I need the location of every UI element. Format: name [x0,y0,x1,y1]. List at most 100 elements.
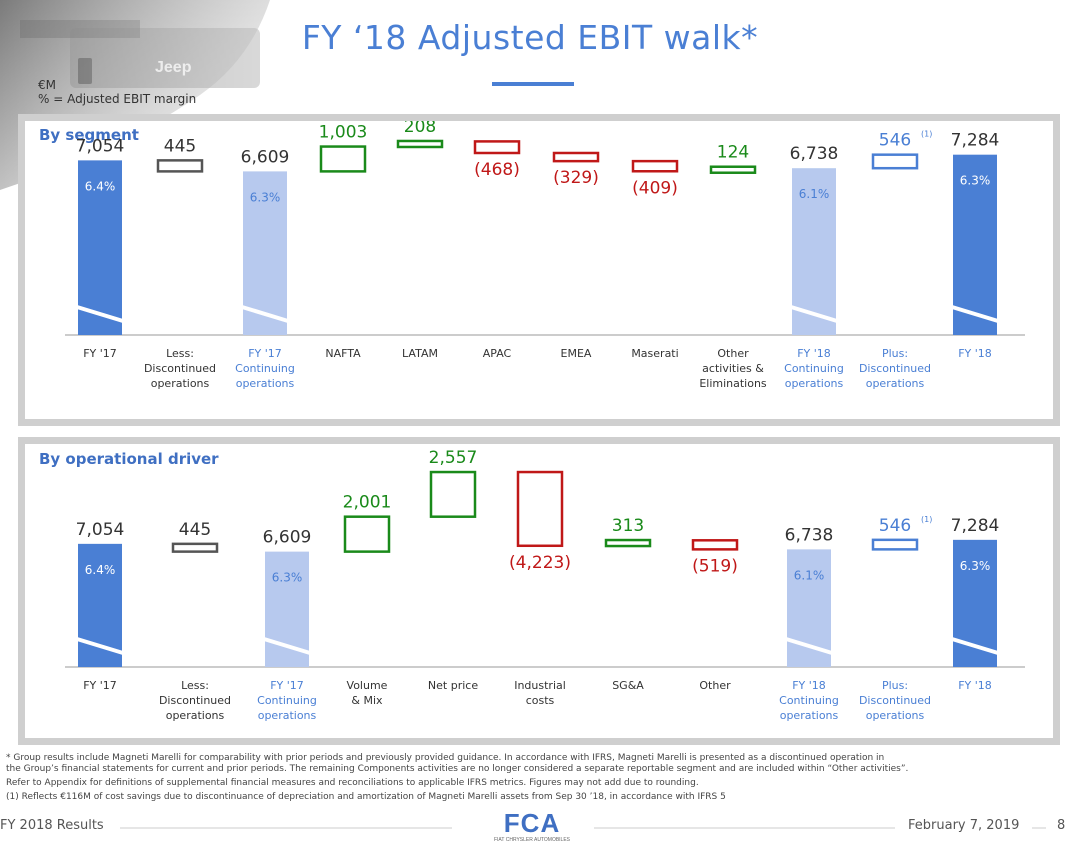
margin-label-fy-17: 6.4% [85,563,116,577]
delta-bar-latam [396,139,444,149]
tick-label-other-activities-eliminations: Other activities & Eliminations [699,347,767,390]
axis-break-fy-18-continuing-operations [790,305,838,323]
value-label-less-discontinued-operations: 445 [164,136,196,156]
tick-label-fy-18: FY '18 [958,679,992,692]
value-label-fy-18: 7,284 [951,516,1000,536]
value-label-fy-18-continuing-operations: 6,738 [790,144,839,164]
delta-bar-less-discontinued-operations [171,542,219,553]
tick-label-fy-18: FY '18 [958,347,992,360]
value-label-plus-discontinued-operations: 546 [879,516,911,536]
axis-break-fy-17 [76,305,124,323]
margin-label-fy-17-continuing-operations: 6.3% [272,571,303,585]
footnote-1: (1) Reflects €116M of cost savings due t… [6,792,726,802]
axis-break-fy-17-continuing-operations [263,637,311,655]
delta-bar-other [691,539,739,551]
tick-label-fy-18-continuing-operations: FY '18 Continuing operations [784,347,844,390]
tick-label-volume-mix: Volume & Mix [347,679,388,707]
value-label-latam: 208 [404,121,436,137]
delta-bar-net-price [429,470,477,518]
value-label-industrial-costs: (4,223) [509,553,571,573]
footnote-asterisk-2: the Group’s financial statements for cur… [6,764,909,774]
delta-bar-industrial-costs [516,470,564,548]
footnote-appendix: Refer to Appendix for definitions of sup… [6,778,699,788]
delta-bar-other-activities-eliminations [709,165,757,174]
title-underline [492,82,574,86]
footnote-asterisk-1: * Group results include Magneti Marelli … [6,753,885,763]
currency-unit: €M [38,78,56,92]
tick-label-latam: LATAM [402,347,438,360]
tick-label-apac: APAC [483,347,512,360]
value-label-apac: (468) [474,160,520,180]
segment-waterfall-chart: 6.4% 7,054 FY '17 445 Less: Discontinued opera… [65,121,1025,390]
fca-logo-subtitle: FIAT CHRYSLER AUTOMOBILES [494,837,571,843]
margin-label-fy-18-continuing-operations: 6.1% [794,568,825,582]
value-label-less-discontinued-operations: 445 [179,520,211,540]
value-label-sg-a: 313 [612,516,644,536]
margin-label-fy-17-continuing-operations: 6.3% [250,190,281,204]
segment-panel-title: By segment [39,126,139,144]
driver-panel-title: By operational driver [39,450,219,468]
total-bar-fy-18 [953,154,997,335]
footer-rule [120,827,1046,829]
fca-logo: FCA FIAT CHRYSLER AUTOMOBILES [494,808,571,843]
page-title: FY ‘18 Adjusted EBIT walk* [301,18,759,57]
value-label-other: (519) [692,556,738,576]
axis-break-fy-17-continuing-operations [241,305,289,323]
value-label-maserati: (409) [632,178,678,198]
axis-break-fy-17 [76,637,124,655]
tick-label-less-discontinued-operations: Less: Discontinued operations [159,679,231,722]
value-label-plus-discontinued-operations: 546 [879,131,911,151]
tick-label-plus-discontinued-operations: Plus: Discontinued operations [859,347,931,390]
delta-bar-nafta [319,145,367,173]
axis-break-fy-18 [951,305,999,323]
delta-bar-maserati [631,159,679,173]
value-label-other-activities-eliminations: 124 [717,143,749,163]
delta-bar-less-discontinued-operations [156,159,204,173]
total-bar-fy-17 [78,160,122,335]
total-bar-fy-18-continuing-operations [792,168,836,335]
tick-label-fy-18-continuing-operations: FY '18 Continuing operations [779,679,839,722]
tick-label-sg-a: SG&A [612,679,644,692]
value-label-fy-17-continuing-operations: 6,609 [241,147,290,167]
tick-label-nafta: NAFTA [325,347,361,360]
tick-label-emea: EMEA [561,347,592,360]
driver-waterfall-chart: 6.4% 7,054 FY '17 445 Less: Discontinued opera… [65,448,1025,722]
note-marker-plus-discontinued-operations: (1) [921,130,932,139]
delta-bar-apac [473,140,521,155]
tick-label-fy-17: FY '17 [83,679,117,692]
tick-label-net-price: Net price [428,679,478,692]
value-label-net-price: 2,557 [429,448,478,468]
margin-label-fy-18: 6.3% [960,559,991,573]
tick-label-fy-17: FY '17 [83,347,117,360]
footer-report-name: FY 2018 Results [0,818,104,833]
value-label-fy-17-continuing-operations: 6,609 [263,528,312,548]
value-label-fy-18-continuing-operations: 6,738 [785,525,834,545]
driver-panel: By operational driver 6.4% 7,054 FY '17 445… [18,437,1060,745]
delta-bar-sg-a [604,538,652,548]
tick-label-fy-17-continuing-operations: FY '17 Continuing operations [257,679,317,722]
tick-label-less-discontinued-operations: Less: Discontinued operations [144,347,216,390]
footer-date: February 7, 2019 [908,818,1020,833]
margin-label-fy-17: 6.4% [85,179,116,193]
delta-bar-emea [552,151,600,163]
value-label-emea: (329) [553,168,599,188]
value-label-volume-mix: 2,001 [343,493,392,513]
delta-bar-volume-mix [343,515,391,553]
tick-label-other: Other [699,679,731,692]
margin-legend: % = Adjusted EBIT margin [38,92,197,106]
value-label-fy-18: 7,284 [951,131,1000,151]
value-label-fy-17: 7,054 [76,136,125,156]
tick-label-fy-17-continuing-operations: FY '17 Continuing operations [235,347,295,390]
delta-bar-plus-discontinued-operations [871,153,919,170]
fca-logo-text: FCA [504,808,560,838]
value-label-nafta: 1,003 [319,123,368,143]
axis-break-fy-18 [951,637,999,655]
value-label-fy-17: 7,054 [76,520,125,540]
tick-label-industrial-costs: Industrial costs [514,679,566,707]
note-marker-plus-discontinued-operations: (1) [921,515,932,524]
axis-break-fy-18-continuing-operations [785,637,833,655]
delta-bar-plus-discontinued-operations [871,538,919,551]
margin-label-fy-18: 6.3% [960,174,991,188]
segment-panel: By segment 6.4% 7,054 FY '17 445 Less: Discon… [18,114,1060,426]
tick-label-maserati: Maserati [631,347,678,360]
